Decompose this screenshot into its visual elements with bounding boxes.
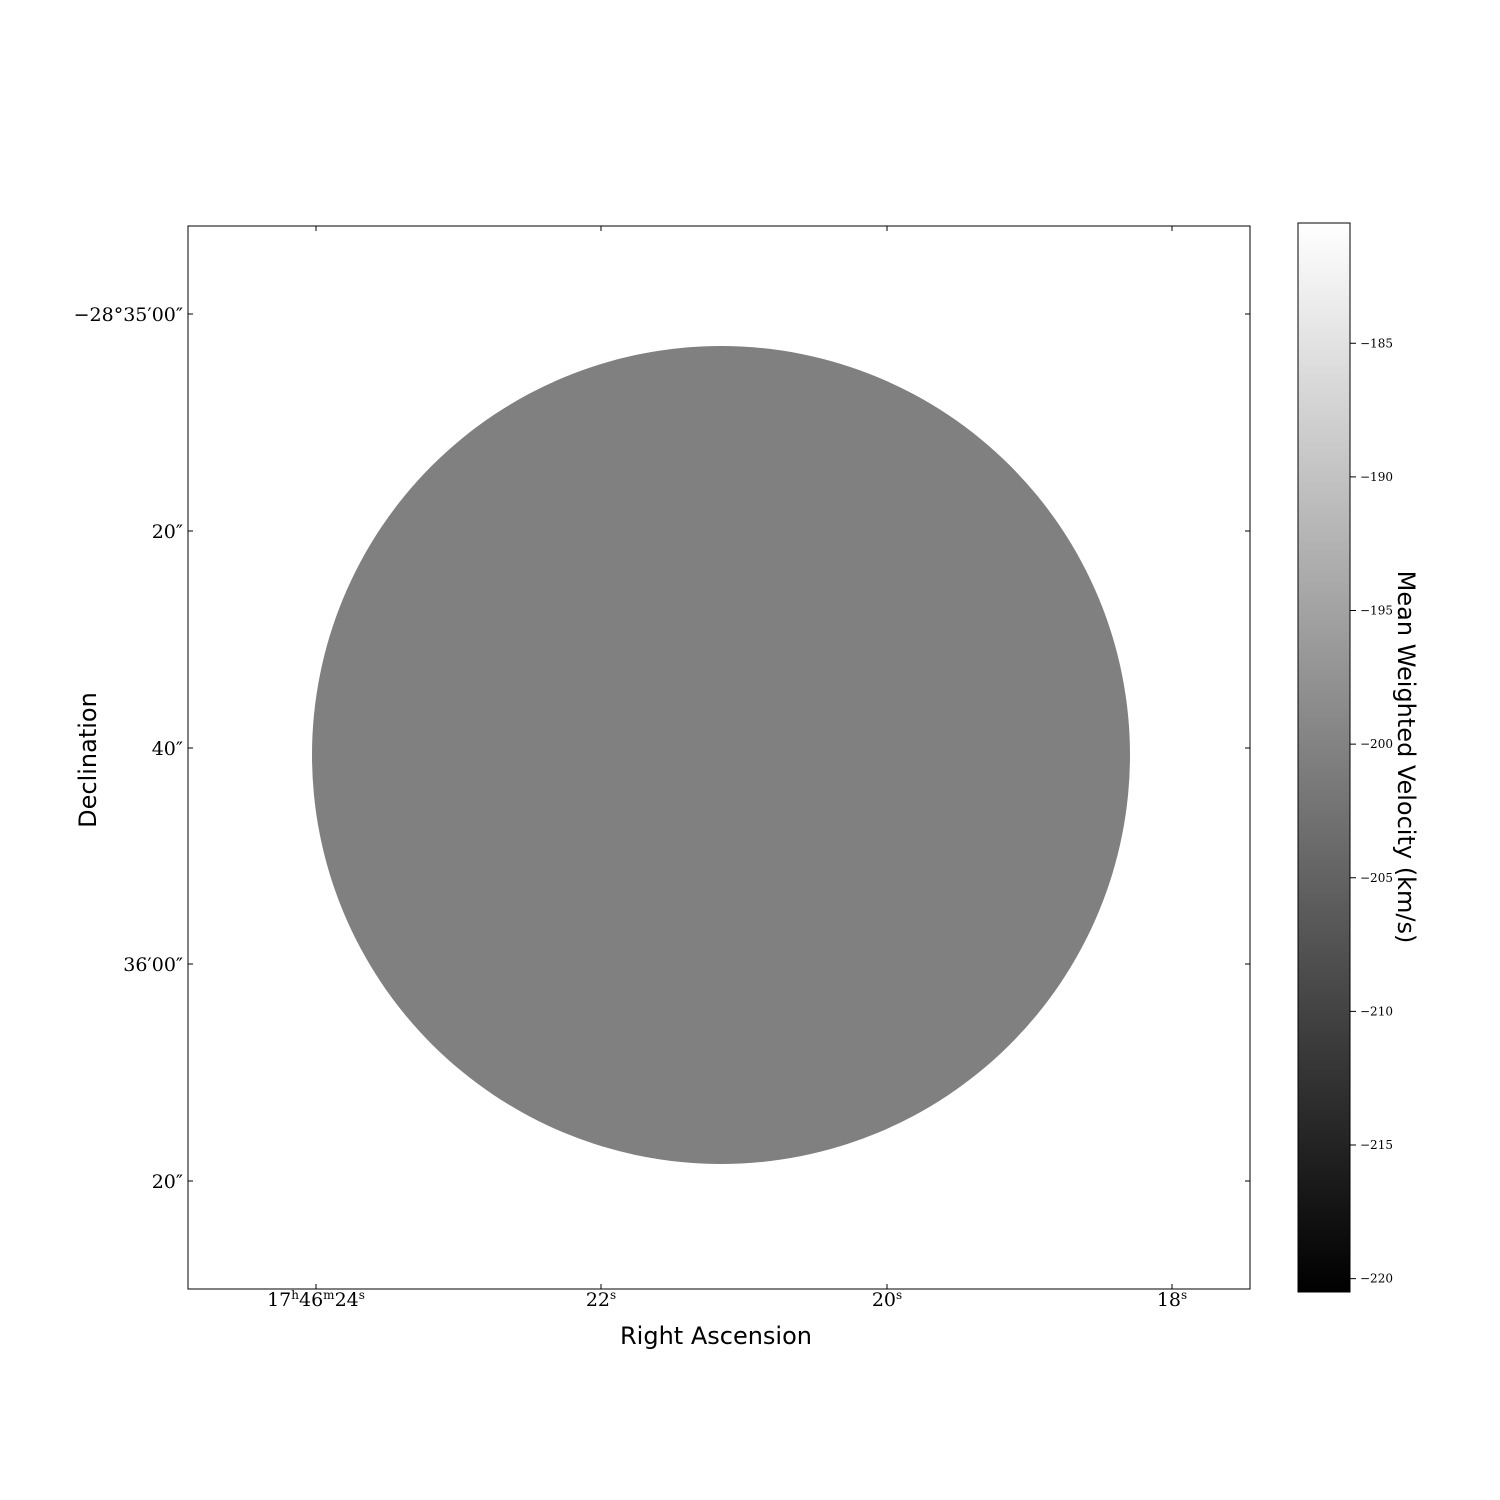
x-tick-label: 17h46m24s xyxy=(267,1288,365,1311)
x-tick-label: 18s xyxy=(1157,1288,1187,1311)
y-axis-label: Declination xyxy=(74,692,102,828)
y-tick-label: 20″ xyxy=(152,521,183,543)
y-tick-label: 20″ xyxy=(152,1171,183,1193)
x-axis-ticks: 17h46m24s 22s 20s 18s xyxy=(267,226,1187,1311)
y-tick-label: −28°35′00″ xyxy=(74,304,183,326)
plot-frame xyxy=(187,225,1251,1290)
colorbar-label: Mean Weighted Velocity (km/s) xyxy=(1392,571,1420,944)
y-axis-ticks: −28°35′00″ 20″ 40″ 36′00″ 20″ xyxy=(74,304,1250,1193)
colorbar-tick-label: −220 xyxy=(1360,1272,1393,1286)
x-axis-label: Right Ascension xyxy=(620,1322,812,1350)
colorbar-gradient xyxy=(1298,223,1350,1292)
colorbar-tick-label: −215 xyxy=(1360,1138,1393,1152)
colorbar-tick-label: −190 xyxy=(1360,470,1393,484)
colorbar-tick-label: −200 xyxy=(1360,737,1393,751)
x-tick-label: 22s xyxy=(586,1288,616,1311)
x-tick-label: 20s xyxy=(872,1288,902,1311)
colorbar-tick-label: −205 xyxy=(1360,871,1393,885)
y-tick-label: 36′00″ xyxy=(123,954,183,976)
colorbar-tick-label: −185 xyxy=(1360,336,1393,350)
colorbar-tick-label: −195 xyxy=(1360,604,1393,618)
colorbar-tick-label: −210 xyxy=(1360,1004,1393,1018)
velocity-disk xyxy=(312,346,1130,1164)
y-tick-label: 40″ xyxy=(152,738,183,760)
colorbar-frame xyxy=(1297,222,1351,1293)
colorbar-ticks: −185 −190 −195 −200 −205 −210 −215 −220 xyxy=(1350,336,1393,1286)
